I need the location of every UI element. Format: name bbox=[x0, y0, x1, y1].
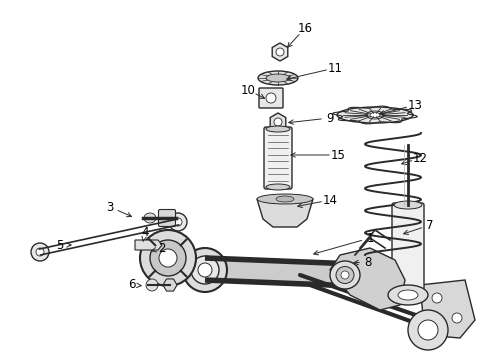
Polygon shape bbox=[270, 113, 285, 131]
Text: 13: 13 bbox=[407, 99, 422, 112]
Circle shape bbox=[36, 248, 44, 256]
Circle shape bbox=[183, 248, 226, 292]
Ellipse shape bbox=[258, 71, 297, 85]
Text: 2: 2 bbox=[158, 242, 165, 255]
FancyBboxPatch shape bbox=[158, 210, 175, 226]
Ellipse shape bbox=[265, 74, 289, 82]
Text: 5: 5 bbox=[56, 239, 63, 252]
Text: 7: 7 bbox=[426, 219, 433, 231]
Circle shape bbox=[31, 243, 49, 261]
Ellipse shape bbox=[397, 290, 417, 300]
Text: 6: 6 bbox=[128, 279, 136, 292]
Text: 15: 15 bbox=[330, 149, 345, 162]
Ellipse shape bbox=[335, 266, 353, 284]
Circle shape bbox=[146, 279, 158, 291]
Circle shape bbox=[191, 256, 219, 284]
Polygon shape bbox=[135, 240, 162, 250]
Text: 8: 8 bbox=[364, 256, 371, 269]
Circle shape bbox=[451, 313, 461, 323]
Polygon shape bbox=[419, 280, 474, 338]
Polygon shape bbox=[329, 248, 404, 310]
Circle shape bbox=[273, 118, 282, 126]
Circle shape bbox=[150, 240, 185, 276]
FancyBboxPatch shape bbox=[391, 203, 423, 290]
Text: 1: 1 bbox=[366, 231, 373, 244]
Circle shape bbox=[407, 310, 447, 350]
Ellipse shape bbox=[329, 261, 359, 289]
Ellipse shape bbox=[336, 107, 412, 123]
Circle shape bbox=[431, 293, 441, 303]
Circle shape bbox=[174, 218, 182, 226]
Ellipse shape bbox=[393, 201, 421, 209]
Ellipse shape bbox=[369, 113, 379, 117]
Text: 9: 9 bbox=[325, 112, 333, 125]
Ellipse shape bbox=[143, 213, 156, 223]
Text: 10: 10 bbox=[240, 84, 255, 96]
Text: 12: 12 bbox=[412, 152, 427, 165]
Ellipse shape bbox=[265, 126, 289, 132]
Circle shape bbox=[417, 320, 437, 340]
Text: 4: 4 bbox=[141, 225, 148, 239]
Text: 11: 11 bbox=[327, 62, 342, 75]
Ellipse shape bbox=[387, 285, 427, 305]
Ellipse shape bbox=[257, 194, 312, 204]
Ellipse shape bbox=[340, 271, 348, 279]
Ellipse shape bbox=[265, 184, 289, 190]
Circle shape bbox=[265, 93, 275, 103]
Text: 16: 16 bbox=[297, 22, 312, 35]
Text: 3: 3 bbox=[106, 201, 113, 213]
Polygon shape bbox=[163, 279, 177, 291]
FancyBboxPatch shape bbox=[264, 127, 291, 189]
Circle shape bbox=[169, 213, 186, 231]
Circle shape bbox=[159, 249, 177, 267]
Circle shape bbox=[198, 263, 212, 277]
Polygon shape bbox=[257, 199, 312, 227]
Ellipse shape bbox=[275, 196, 293, 202]
Circle shape bbox=[275, 48, 284, 56]
Circle shape bbox=[140, 230, 196, 286]
Ellipse shape bbox=[365, 111, 383, 119]
FancyBboxPatch shape bbox=[259, 88, 283, 108]
Text: 14: 14 bbox=[322, 194, 337, 207]
Polygon shape bbox=[272, 43, 287, 61]
